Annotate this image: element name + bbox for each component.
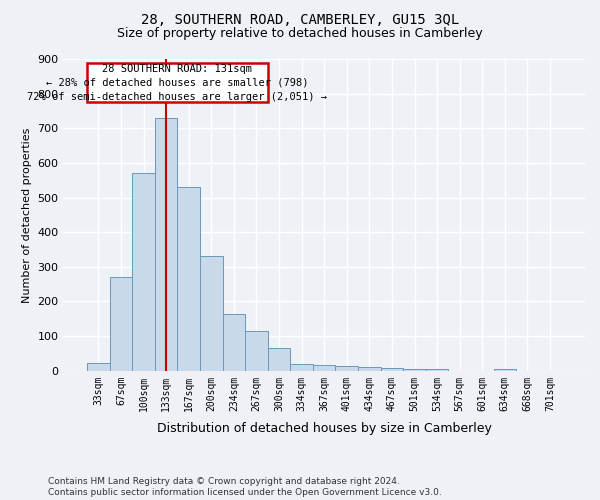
Y-axis label: Number of detached properties: Number of detached properties: [22, 127, 32, 302]
Bar: [403, 369, 426, 371]
Text: Contains HM Land Registry data © Crown copyright and database right 2024.: Contains HM Land Registry data © Crown c…: [48, 477, 400, 486]
Bar: [268, 348, 290, 371]
Bar: [290, 364, 313, 371]
Bar: [245, 331, 268, 371]
Text: 28, SOUTHERN ROAD, CAMBERLEY, GU15 3QL: 28, SOUTHERN ROAD, CAMBERLEY, GU15 3QL: [141, 12, 459, 26]
Bar: [110, 277, 132, 371]
Bar: [358, 366, 380, 371]
Bar: [335, 366, 358, 371]
Text: 28 SOUTHERN ROAD: 131sqm
← 28% of detached houses are smaller (798)
72% of semi-: 28 SOUTHERN ROAD: 131sqm ← 28% of detach…: [28, 64, 328, 102]
Bar: [223, 314, 245, 371]
Bar: [87, 363, 110, 371]
Bar: [200, 256, 223, 371]
Text: Contains public sector information licensed under the Open Government Licence v3: Contains public sector information licen…: [48, 488, 442, 497]
Bar: [426, 370, 448, 371]
Bar: [178, 187, 200, 371]
Text: Size of property relative to detached houses in Camberley: Size of property relative to detached ho…: [117, 28, 483, 40]
FancyBboxPatch shape: [87, 63, 268, 102]
Bar: [155, 118, 178, 371]
Bar: [313, 364, 335, 371]
Bar: [380, 368, 403, 371]
Bar: [132, 174, 155, 371]
X-axis label: Distribution of detached houses by size in Camberley: Distribution of detached houses by size …: [157, 422, 491, 435]
Bar: [494, 369, 516, 371]
